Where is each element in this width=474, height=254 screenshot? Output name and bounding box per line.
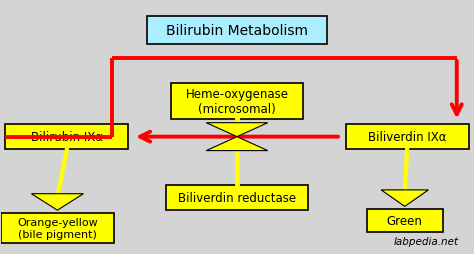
Polygon shape bbox=[206, 123, 268, 137]
FancyBboxPatch shape bbox=[166, 185, 308, 210]
Polygon shape bbox=[31, 194, 83, 210]
Text: Bilirubin Metabolism: Bilirubin Metabolism bbox=[166, 24, 308, 38]
Text: Orange-yellow
(bile pigment): Orange-yellow (bile pigment) bbox=[17, 217, 98, 239]
FancyBboxPatch shape bbox=[171, 84, 303, 119]
FancyBboxPatch shape bbox=[346, 124, 469, 150]
Polygon shape bbox=[381, 190, 428, 207]
Text: labpedia.net: labpedia.net bbox=[394, 236, 459, 246]
FancyBboxPatch shape bbox=[0, 213, 114, 243]
Text: Bilirubin IXα: Bilirubin IXα bbox=[31, 131, 103, 144]
Text: Green: Green bbox=[387, 214, 423, 227]
Text: Heme-oxygenase
(microsomal): Heme-oxygenase (microsomal) bbox=[185, 88, 289, 116]
FancyBboxPatch shape bbox=[367, 209, 443, 232]
FancyBboxPatch shape bbox=[147, 17, 327, 45]
Text: Biliverdin IXα: Biliverdin IXα bbox=[368, 131, 447, 144]
Polygon shape bbox=[206, 137, 268, 151]
FancyBboxPatch shape bbox=[5, 124, 128, 150]
Text: Biliverdin reductase: Biliverdin reductase bbox=[178, 191, 296, 204]
